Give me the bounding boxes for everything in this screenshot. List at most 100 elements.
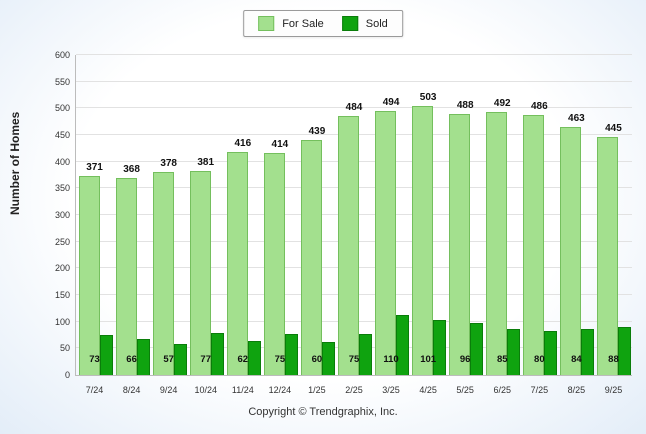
bar-group: 463 84 8/25: [558, 55, 595, 395]
sold-bar: [210, 332, 224, 375]
for-sale-value-label: 494: [382, 96, 400, 108]
for-sale-bar: [189, 170, 211, 375]
sold-value-label: 62: [237, 354, 249, 365]
for-sale-value-label: 371: [86, 162, 103, 174]
for-sale-bar: [597, 136, 619, 375]
for-sale-value-label: 484: [345, 101, 363, 113]
for-sale-bar: [115, 177, 137, 375]
y-axis-tick-label: 100: [54, 316, 70, 327]
gridline: [76, 80, 632, 82]
sold-value-label: 85: [496, 354, 508, 365]
sold-value-label: 88: [608, 354, 619, 365]
x-axis-tick-label: 10/24: [194, 385, 217, 395]
y-axis-tick-label: 450: [54, 130, 70, 140]
bar-group: 492 85 6/25: [484, 55, 521, 395]
bar-group: 494 110 3/25: [373, 55, 410, 395]
sold-value-label: 60: [311, 354, 323, 365]
for-sale-value-label: 492: [493, 97, 511, 109]
x-axis-tick-label: 4/25: [419, 385, 437, 395]
bar-group: 486 80 7/25: [521, 55, 558, 395]
bar-group: 484 75 2/25: [335, 55, 372, 395]
sold-bar: [173, 343, 187, 375]
bar-group: 416 62 11/24: [224, 55, 261, 395]
for-sale-swatch: [258, 16, 275, 31]
x-axis-tick-label: 7/24: [85, 385, 104, 395]
x-axis-tick-label: 6/25: [493, 385, 512, 395]
y-axis-tick-label: 200: [54, 263, 70, 274]
for-sale-bar: [337, 115, 359, 375]
bar-group: 439 60 1/25: [298, 55, 335, 395]
y-axis-tick-label: 150: [54, 290, 70, 300]
sold-bar: [544, 331, 558, 375]
y-axis-tick-label: 350: [54, 183, 70, 194]
bar-group: 445 88 9/25: [595, 55, 632, 395]
sold-value-label: 110: [383, 354, 399, 365]
for-sale-value-label: 414: [271, 139, 289, 151]
x-axis-tick-label: 5/25: [456, 385, 474, 395]
x-axis-tick-label: 2/25: [345, 385, 363, 395]
for-sale-value-label: 416: [234, 138, 252, 150]
for-sale-value-label: 503: [419, 91, 437, 103]
x-axis-tick-label: 1/25: [308, 385, 326, 395]
sold-bar: [581, 329, 595, 375]
sold-bar: [396, 315, 410, 375]
for-sale-bar: [78, 176, 100, 375]
for-sale-value-label: 463: [568, 113, 585, 125]
sold-value-label: 77: [200, 354, 211, 365]
x-axis-tick-label: 8/24: [122, 385, 141, 395]
y-axis-tick-label: 0: [64, 370, 70, 380]
bar-group: 378 57 9/24: [150, 55, 187, 395]
sold-value-label: 73: [89, 354, 100, 365]
for-sale-bar: [449, 113, 471, 375]
bar-group: 503 101 4/25: [410, 55, 447, 395]
for-sale-bar: [412, 105, 434, 375]
y-axis-tick-label: 500: [54, 103, 70, 114]
sold-bar: [247, 340, 261, 375]
sold-value-label: 96: [459, 354, 471, 365]
sold-value-label: 57: [163, 354, 174, 365]
x-axis-tick-label: 9/24: [159, 385, 178, 395]
for-sale-bar: [560, 127, 582, 375]
y-axis-tick-label: 250: [54, 236, 70, 247]
x-axis-tick-label: 7/25: [530, 385, 549, 395]
bar-group: 368 66 8/24: [113, 55, 150, 395]
x-axis-tick-label: 12/24: [268, 385, 292, 395]
y-axis-tick-label: 400: [54, 156, 70, 167]
y-axis-tick-label: 300: [54, 210, 70, 220]
sold-bar: [136, 338, 150, 375]
sold-bar: [433, 320, 447, 375]
for-sale-bar: [226, 152, 248, 375]
x-axis-tick-label: 9/25: [604, 385, 623, 395]
sold-bar: [618, 327, 632, 375]
x-axis-tick-label: 11/24: [231, 385, 254, 395]
for-sale-bar: [375, 110, 397, 375]
for-sale-value-label: 488: [456, 99, 474, 111]
sold-bar: [284, 334, 298, 375]
bar-group: 488 96 5/25: [447, 55, 484, 395]
for-sale-bar: [263, 153, 285, 375]
sold-legend-label: Sold: [365, 17, 388, 30]
copyright-text: Copyright © Trendgraphix, Inc.: [248, 406, 398, 418]
sold-value-label: 101: [420, 354, 437, 365]
bar-group: 371 73 7/24: [76, 55, 113, 395]
sold-swatch: [341, 16, 358, 31]
for-sale-value-label: 381: [197, 156, 215, 168]
for-sale-bar: [486, 111, 508, 375]
for-sale-value-label: 378: [160, 158, 177, 170]
sold-bar: [321, 342, 335, 375]
bar-group: 381 77 10/24: [187, 55, 224, 395]
for-sale-value-label: 368: [123, 163, 140, 175]
sold-value-label: 80: [534, 354, 545, 365]
y-axis-tick-label: 600: [54, 50, 70, 60]
sold-value-label: 84: [571, 354, 582, 365]
sold-bar: [507, 328, 521, 375]
y-axis-tick-label: 550: [54, 76, 70, 87]
legend: For Sale Sold: [243, 10, 403, 37]
for-sale-value-label: 439: [308, 125, 326, 137]
for-sale-bar: [523, 114, 545, 375]
bar-group: 414 75 12/24: [261, 55, 298, 395]
for-sale-bar: [152, 172, 174, 375]
y-axis-title: Number of Homes: [8, 111, 22, 215]
sold-value-label: 66: [126, 354, 137, 365]
